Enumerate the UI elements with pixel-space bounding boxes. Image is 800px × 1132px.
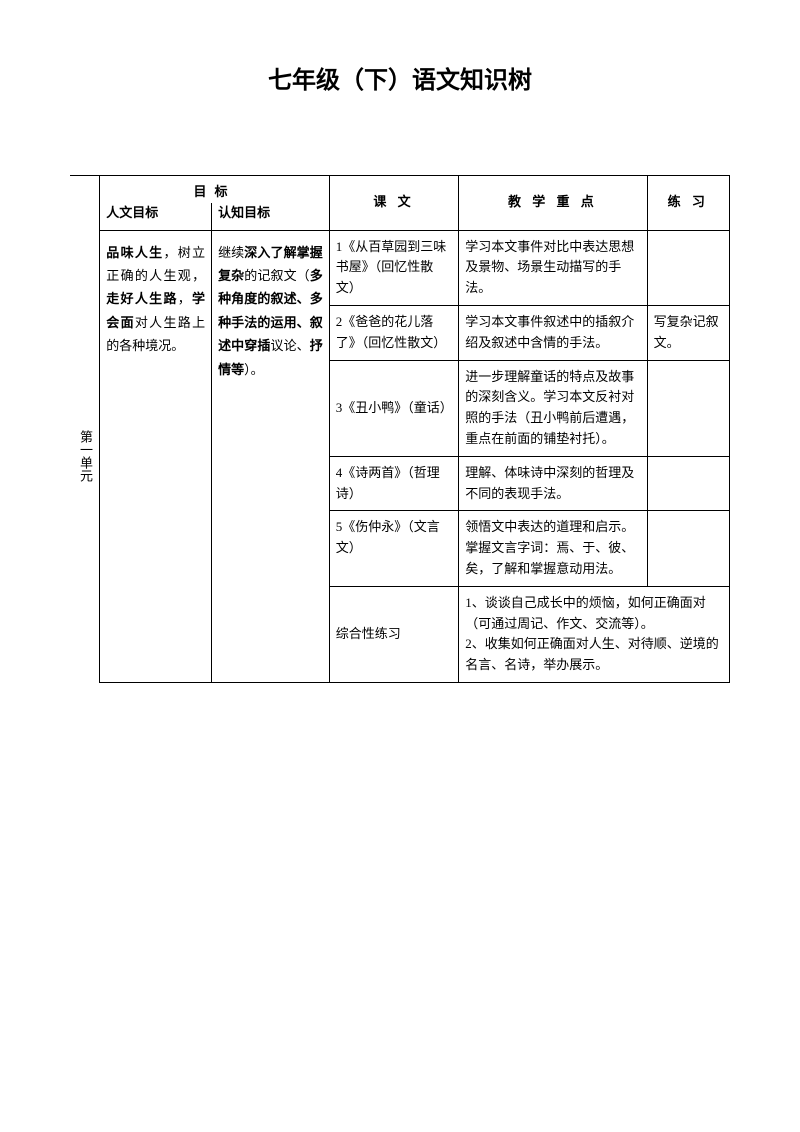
page-title: 七年级（下）语文知识树 bbox=[70, 60, 730, 95]
integrated-content: 1、谈谈自己成长中的烦恼，如何正确面对（可通过周记、作文、交流等）。 2、收集如… bbox=[459, 586, 730, 682]
goal-text: 继续 bbox=[218, 245, 244, 260]
goal-text: 品味人生 bbox=[106, 245, 163, 260]
lesson-text: 4《诗两首》（哲理诗） bbox=[329, 456, 458, 511]
lesson-practice bbox=[647, 230, 729, 305]
lesson-practice: 写复杂记叙文。 bbox=[647, 305, 729, 360]
lesson-practice bbox=[647, 511, 729, 586]
knowledge-tree-table: 目标 课 文 教 学 重 点 练 习 人文目标 认知目标 第一单元 品味人生，树… bbox=[70, 175, 730, 683]
goal-text: 走好人生路 bbox=[106, 291, 177, 306]
header-practice: 练 习 bbox=[647, 176, 729, 231]
lesson-focus: 学习本文事件叙述中的插叙介绍及叙述中含情的手法。 bbox=[459, 305, 647, 360]
goal-text: ， bbox=[178, 291, 192, 306]
human-goal-cell: 品味人生，树立正确的人生观，走好人生路，学会面对人生路上的各种境况。 bbox=[100, 230, 212, 682]
integrated-label: 综合性练习 bbox=[329, 586, 458, 682]
goal-text: 议论、 bbox=[270, 338, 309, 353]
header-cognitive-goal: 认知目标 bbox=[212, 203, 330, 230]
header-focus: 教 学 重 点 bbox=[459, 176, 647, 231]
lesson-focus: 理解、体味诗中深刻的哲理及不同的表现手法。 bbox=[459, 456, 647, 511]
lesson-practice bbox=[647, 360, 729, 456]
header-human-goal: 人文目标 bbox=[100, 203, 212, 230]
lesson-focus: 进一步理解童话的特点及故事的深刻含义。学习本文反衬对照的手法（丑小鸭前后遭遇，重… bbox=[459, 360, 647, 456]
lesson-text: 2《爸爸的花儿落了》（回忆性散文） bbox=[329, 305, 458, 360]
lesson-text: 5《伤仲永》（文言文） bbox=[329, 511, 458, 586]
corner-cell bbox=[70, 176, 100, 231]
cognitive-goal-cell: 继续深入了解掌握复杂的记叙文（多种角度的叙述、多种手法的运用、叙述中穿插议论、抒… bbox=[212, 230, 330, 682]
lesson-focus: 领悟文中表达的道理和启示。掌握文言字词：焉、于、彼、矣，了解和掌握意动用法。 bbox=[459, 511, 647, 586]
lesson-focus: 学习本文事件对比中表达思想及景物、场景生动描写的手法。 bbox=[459, 230, 647, 305]
header-lesson: 课 文 bbox=[329, 176, 458, 231]
goal-text: ）。 bbox=[244, 362, 264, 377]
lesson-practice bbox=[647, 456, 729, 511]
lesson-text: 1《从百草园到三味书屋》（回忆性散文） bbox=[329, 230, 458, 305]
lesson-text: 3《丑小鸭》（童话） bbox=[329, 360, 458, 456]
unit-label: 第一单元 bbox=[70, 230, 100, 682]
header-goal-group: 目标 bbox=[100, 176, 330, 203]
goal-text: 的记叙文（ bbox=[244, 268, 309, 283]
